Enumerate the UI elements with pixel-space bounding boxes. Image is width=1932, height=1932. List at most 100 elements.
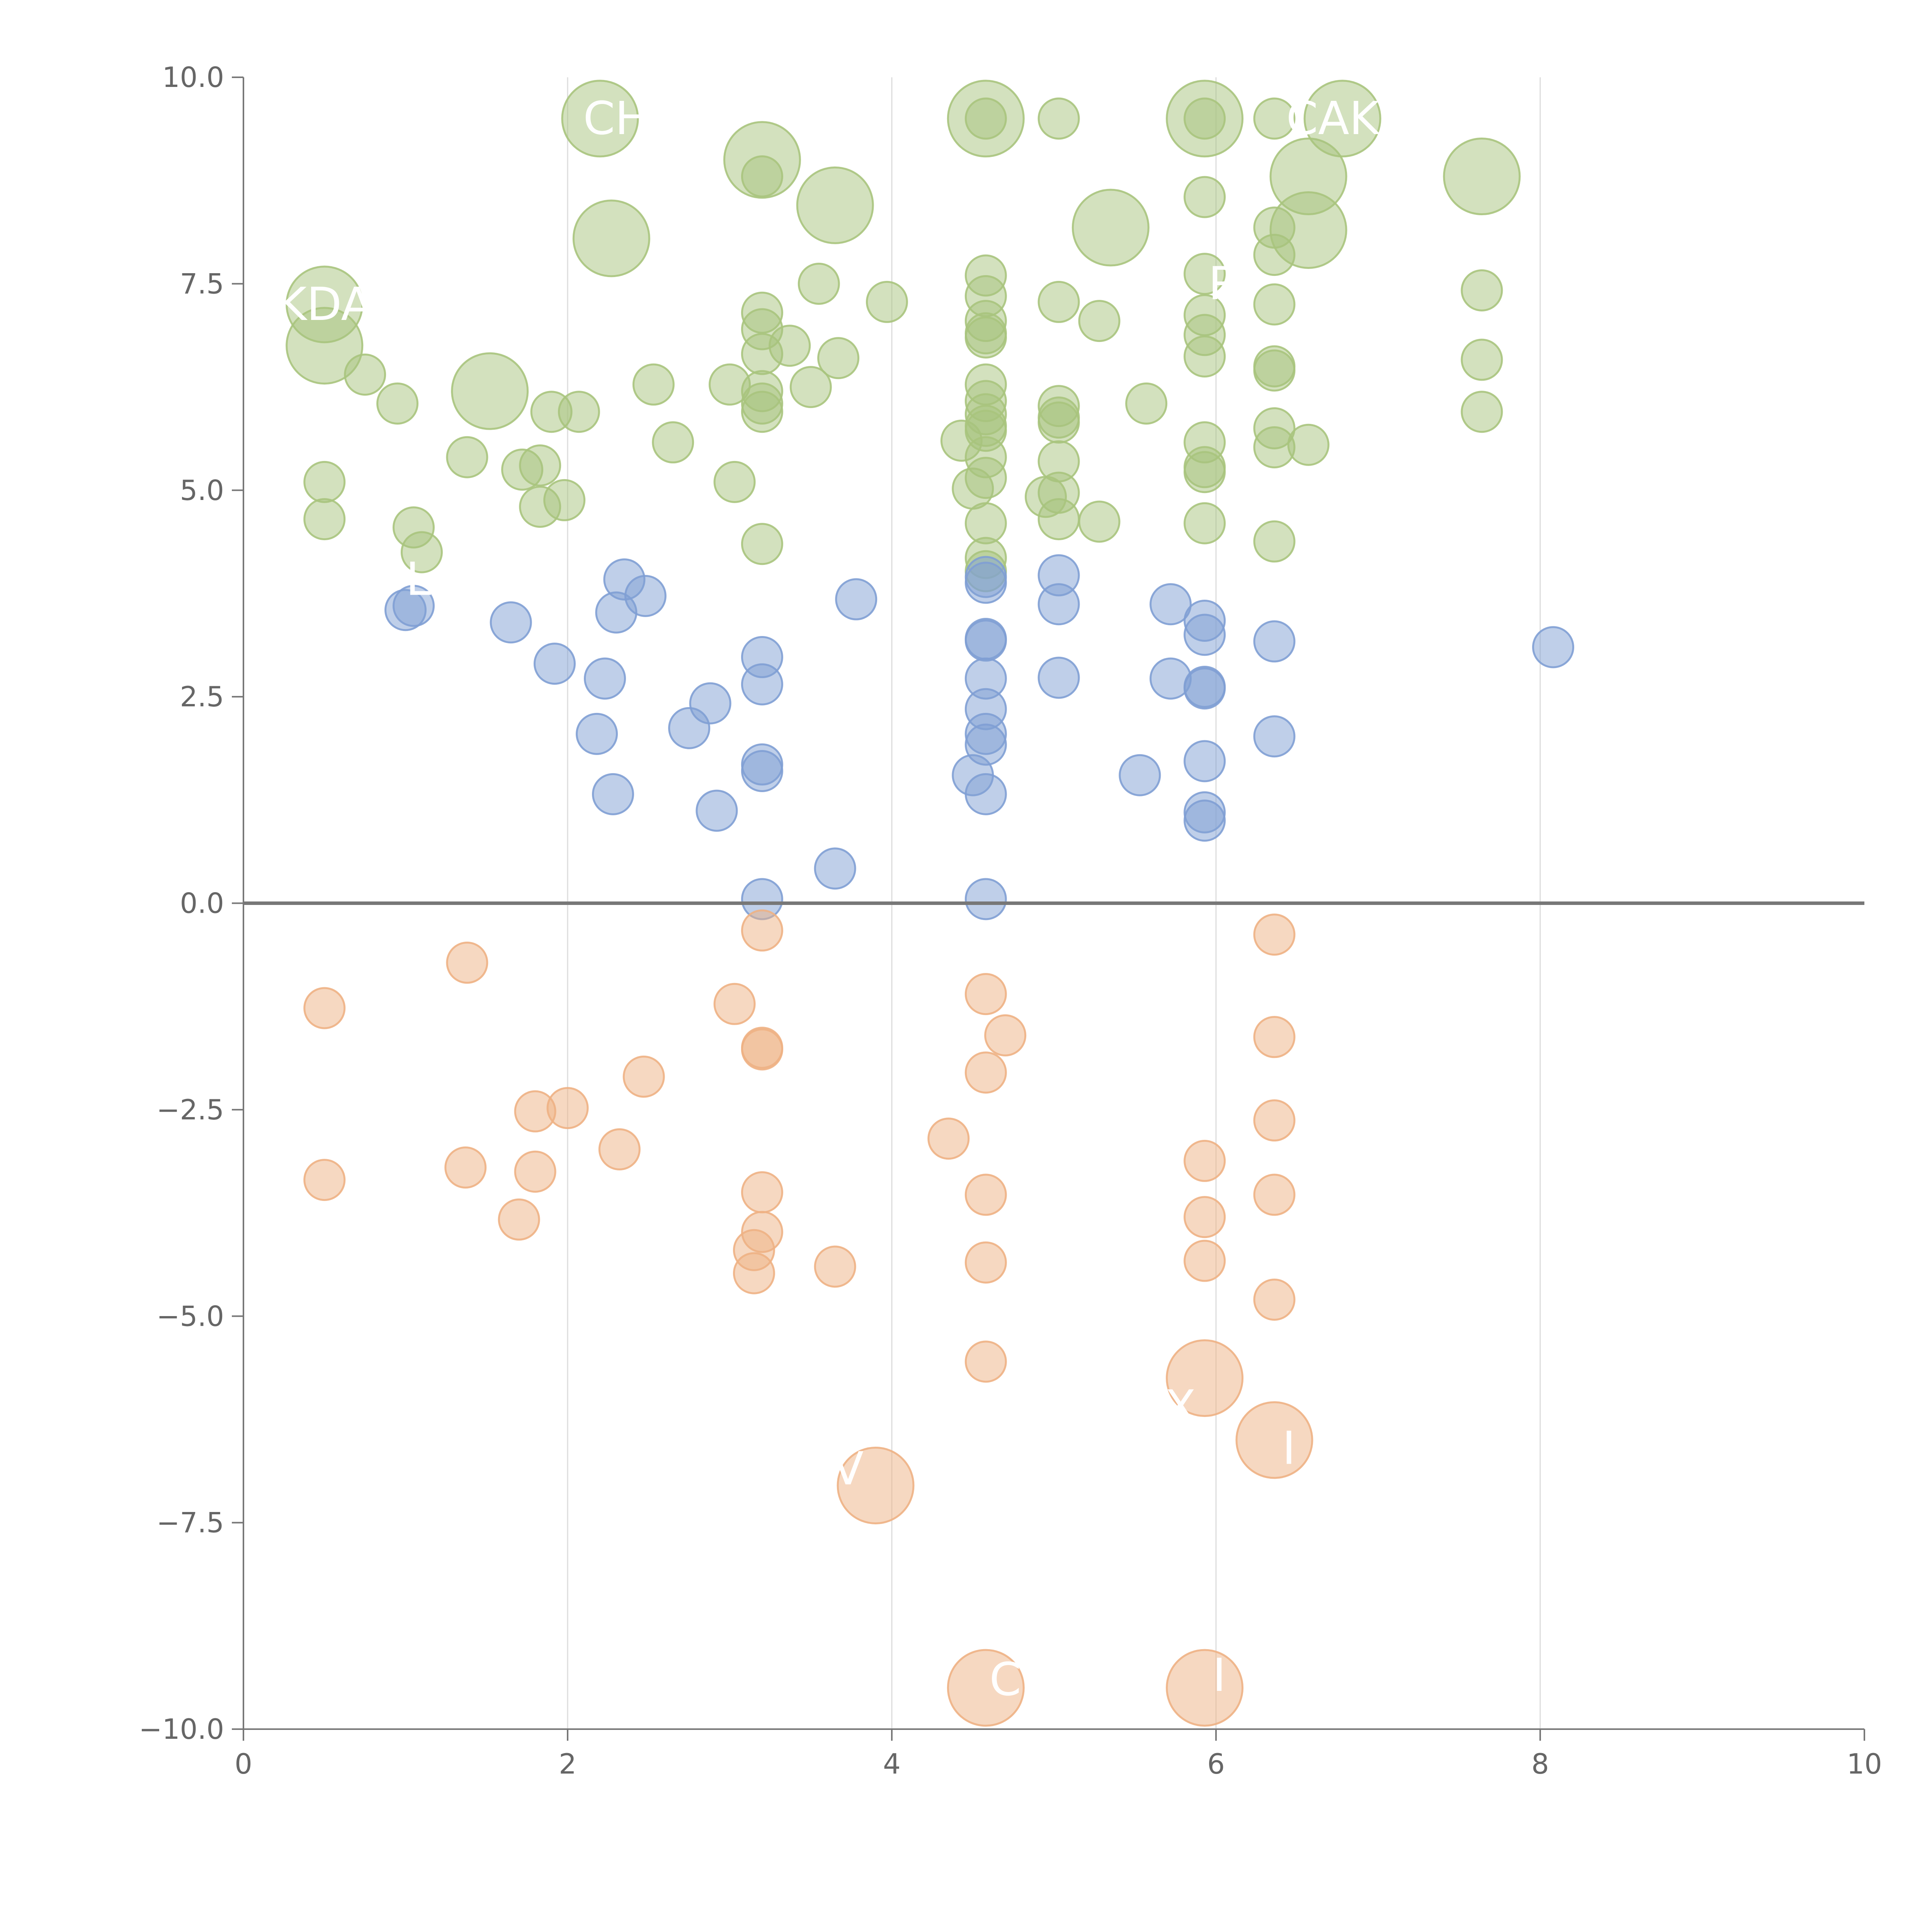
bubble-point <box>1184 502 1226 544</box>
bubble-point <box>1253 1279 1296 1321</box>
bubble-point <box>1461 338 1503 381</box>
bubble-point <box>598 1128 641 1170</box>
y-tick-label: −10.0 <box>139 1713 224 1745</box>
bubble-point <box>866 281 908 323</box>
bubble-point <box>964 561 1007 604</box>
bubble-point <box>446 436 488 478</box>
bubble-point <box>927 1117 970 1160</box>
point-label: CH <box>583 92 649 145</box>
bubble-point <box>964 973 1007 1015</box>
bubble-point <box>741 155 783 197</box>
bubble-point <box>1184 740 1226 782</box>
bubble-point <box>1184 1139 1226 1182</box>
bubble-point <box>624 575 667 617</box>
bubble-layer <box>286 80 1575 1727</box>
bubble-point <box>1184 97 1226 140</box>
y-tick-label: −5.0 <box>156 1300 224 1332</box>
point-label: L <box>406 553 431 606</box>
bubble-point <box>1461 269 1503 311</box>
bubble-point <box>964 1173 1007 1216</box>
bubble-point <box>947 1649 1025 1727</box>
bubble-point <box>741 391 783 433</box>
bubble-point <box>1253 520 1296 563</box>
x-tick-label: 6 <box>1207 1748 1225 1780</box>
bubble-point <box>1269 191 1347 269</box>
bubble-point <box>498 1198 540 1241</box>
bubble-point <box>576 713 618 755</box>
bubble-point <box>964 773 1007 815</box>
bubble-point <box>376 382 419 425</box>
bubble-point <box>817 337 860 379</box>
bubble-point <box>837 1446 915 1524</box>
bubble-point <box>592 773 634 815</box>
bubble-point <box>561 80 639 158</box>
bubble-point <box>1037 401 1080 444</box>
bubble-point <box>543 479 586 521</box>
bubble-point <box>533 643 576 685</box>
bubble-point <box>286 307 364 385</box>
y-tick-label: −2.5 <box>156 1094 224 1126</box>
x-tick-label: 2 <box>559 1748 577 1780</box>
bubble-point <box>1184 253 1226 295</box>
point-label: X <box>1165 1380 1196 1433</box>
bubble-point <box>622 1055 665 1098</box>
bubble-point <box>1253 1016 1296 1058</box>
bubble-point <box>1253 1173 1296 1216</box>
bubble-point <box>964 723 1007 766</box>
bubble-point <box>741 523 783 565</box>
point-label: I <box>1213 1648 1226 1702</box>
bubble-point <box>632 363 675 406</box>
point-label: V <box>832 1442 864 1495</box>
bubble-point <box>1235 1401 1313 1479</box>
bubble-point <box>1303 80 1381 158</box>
y-tick-label: −7.5 <box>156 1507 224 1539</box>
bubble-point <box>1253 620 1296 663</box>
x-tick-label: 8 <box>1531 1748 1549 1780</box>
point-label: C <box>989 1653 1021 1706</box>
point-label: I <box>1282 1421 1296 1475</box>
y-tick-label: 7.5 <box>180 267 224 300</box>
bubble-point <box>1078 500 1121 543</box>
bubble-point <box>733 1252 775 1294</box>
bubble-point <box>303 987 346 1029</box>
bubble-point <box>1037 97 1080 140</box>
bubble-point <box>1025 476 1067 518</box>
bubble-point <box>984 1014 1027 1056</box>
bubble-point <box>303 461 346 503</box>
point-label-layer: KDA CH CAK R L V X I C I <box>277 92 1380 1706</box>
x-tick-label: 4 <box>883 1748 901 1780</box>
bubble-point <box>741 1028 783 1071</box>
bubble-point <box>696 789 738 832</box>
bubble-point <box>789 366 832 408</box>
bubble-point <box>1184 335 1226 378</box>
y-tick-label: 2.5 <box>180 680 224 713</box>
point-label: CAK <box>1286 92 1380 145</box>
bubble-point <box>964 97 1007 140</box>
bubble-point <box>1184 667 1226 710</box>
bubble-point <box>741 750 783 792</box>
bubble-point <box>1078 300 1121 342</box>
bubble-point <box>964 1241 1007 1284</box>
bubble-point <box>490 601 532 644</box>
y-tick-label: 10.0 <box>162 61 224 94</box>
bubble-point <box>1037 583 1080 626</box>
bubble-point <box>798 262 840 305</box>
bubble-point <box>392 585 435 627</box>
x-tick-label: 0 <box>235 1748 252 1780</box>
bubble-point <box>446 941 488 984</box>
bubble-point <box>1184 1240 1226 1282</box>
bubble-point <box>713 461 756 503</box>
bubble-point <box>514 1150 556 1193</box>
bubble-point <box>964 878 1007 920</box>
bubble-point <box>1443 138 1521 215</box>
bubble-point <box>1150 583 1192 626</box>
bubble-point <box>572 199 650 277</box>
bubble-point <box>1253 1099 1296 1142</box>
bubble-point <box>1253 97 1296 140</box>
bubble-point <box>519 444 561 487</box>
bubble-point <box>964 457 1007 499</box>
bubble-point <box>546 1087 589 1129</box>
bubble-point <box>1119 754 1161 796</box>
bubble-point <box>303 498 346 541</box>
